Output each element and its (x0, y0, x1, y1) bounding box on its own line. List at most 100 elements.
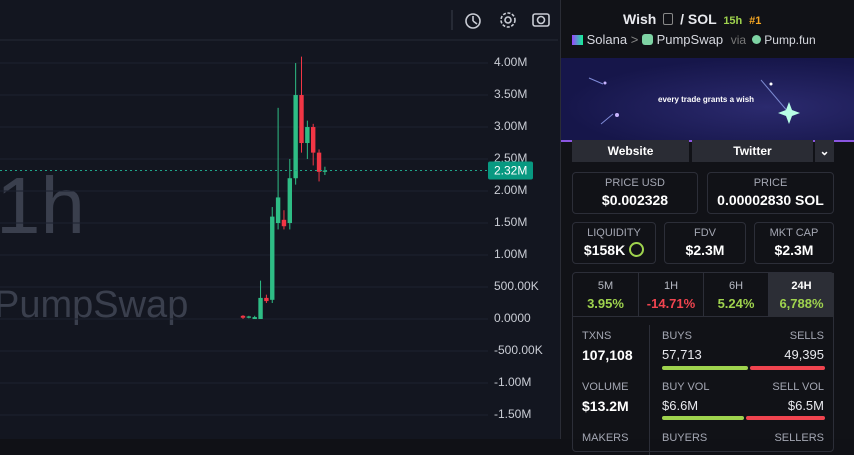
buys-bar (662, 366, 748, 370)
sells-value: 49,395 (784, 347, 824, 362)
watermark-interval: 1h (0, 161, 85, 250)
copy-icon[interactable] (663, 13, 674, 25)
makers-label: MAKERS (582, 432, 629, 444)
trending-rank: #1 (749, 15, 762, 27)
mcap-value: $2.3M (774, 242, 814, 258)
more-links-button[interactable]: ⌄ (815, 140, 834, 162)
y-tick-label: 4.00M (494, 55, 527, 69)
candle-body (270, 216, 275, 300)
txns-label: TXNS (582, 330, 612, 342)
price-native-label: PRICE (753, 177, 788, 189)
candle-body (287, 178, 292, 224)
candle-body (264, 297, 269, 302)
launchpad-name[interactable]: Pump.fun (764, 33, 816, 47)
price-chart: 1h PumpSwap 4.00M3.50M3.00M2.50M2.00M1.5… (0, 10, 558, 422)
price-usd-label: PRICE USD (605, 177, 665, 189)
liquidity-value: $158K (573, 242, 655, 258)
txns-value: 107,108 (582, 347, 633, 363)
candle-body (299, 95, 304, 144)
price-usd-value: $0.002328 (601, 192, 669, 208)
banner: every trade grants a wish (561, 58, 854, 142)
mcap-card: MKT CAP $2.3M (754, 222, 834, 264)
y-tick-label: -1.00M (494, 375, 531, 389)
tab-label: 1H (663, 280, 679, 292)
candle-body (252, 317, 257, 320)
pair-title: Wish / SOL 15h #1 (623, 11, 761, 27)
tab-5m[interactable]: 5M 3.95% (573, 273, 639, 317)
candle-body (240, 315, 246, 318)
quote-symbol: SOL (687, 11, 717, 27)
y-tick-label: 500.00K (494, 279, 539, 293)
twitter-button[interactable]: Twitter (692, 140, 813, 162)
tab-change: 5.24% (717, 296, 755, 311)
tab-6h[interactable]: 6H 5.24% (704, 273, 769, 317)
tab-1h[interactable]: 1H -14.71% (639, 273, 704, 317)
tab-change: 6,788% (779, 296, 824, 311)
stats-divider (649, 325, 650, 455)
tab-label: 5M (597, 280, 614, 292)
fdv-label: FDV (694, 227, 716, 239)
liquidity-label: LIQUIDITY (587, 227, 641, 239)
screenshot-icon[interactable] (532, 13, 550, 27)
volume-label: VOLUME (582, 381, 629, 393)
buys-value: 57,713 (662, 347, 702, 362)
settings-icon[interactable] (500, 12, 516, 28)
last-price-tag (488, 161, 533, 180)
liquidity-card: LIQUIDITY $158K (572, 222, 656, 264)
sell-vol-label: SELL VOL (772, 381, 824, 393)
y-tick-label: 0.0000 (494, 311, 531, 325)
buy-vol-bar (662, 416, 744, 420)
chain-icon (572, 35, 583, 45)
watermark-dex: PumpSwap (0, 284, 188, 326)
replay-icon[interactable] (465, 13, 481, 29)
liquidity-amount: $158K (583, 242, 626, 258)
tab-change: 3.95% (587, 296, 624, 311)
last-price-label: 2.32M (494, 164, 527, 178)
buy-vol-label: BUY VOL (662, 381, 710, 393)
launchpad-icon (751, 35, 761, 44)
candle-body (275, 197, 281, 224)
tab-change: -14.71% (646, 296, 696, 311)
pair-panel: Wish / SOL 15h #1 Solana > PumpSwap via … (560, 0, 854, 455)
candle-body (246, 316, 252, 318)
price-native-card: PRICE 0.00002830 SOL (707, 172, 834, 214)
candle-body (281, 219, 287, 227)
fdv-value: $2.3M (685, 242, 725, 258)
banner-art (588, 77, 800, 125)
buyers-label: BUYERS (662, 432, 708, 444)
tab-24h[interactable]: 24H 6,788% (769, 273, 834, 317)
volume-value: $13.2M (582, 398, 629, 414)
chain-name[interactable]: Solana (586, 32, 628, 47)
sells-label: SELLS (789, 330, 824, 342)
y-tick-label: 3.50M (494, 87, 527, 101)
candle-body (311, 127, 316, 153)
dex-icon (641, 34, 653, 45)
sell-vol-value: $6.5M (787, 398, 824, 413)
pair-separator: / (680, 11, 684, 27)
buy-vol-value: $6.6M (662, 398, 699, 413)
price-usd-card: PRICE USD $0.002328 (572, 172, 698, 214)
y-tick-label: 3.00M (494, 119, 527, 133)
tab-label: 24H (791, 280, 812, 292)
y-tick-label: 1.00M (494, 247, 527, 261)
website-label: Website (607, 144, 654, 158)
sell-vol-bar (746, 416, 825, 420)
mcap-label: MKT CAP (769, 227, 819, 239)
y-tick-label: -500.00K (494, 343, 543, 357)
fdv-card: FDV $2.3M (664, 222, 746, 264)
y-tick-label: 1.50M (494, 215, 527, 229)
candle-body (305, 127, 310, 144)
route-row: Solana > PumpSwap via Pump.fun (572, 32, 816, 47)
price-native-value: 0.00002830 SOL (717, 192, 824, 208)
via-text: via (730, 33, 747, 47)
candle-body (322, 170, 328, 172)
buys-label: BUYS (662, 330, 692, 342)
stats-box: 5M 3.95% 1H -14.71% 6H 5.24% 24H 6,788% TXNS… (572, 272, 834, 455)
dex-name[interactable]: PumpSwap (656, 32, 724, 47)
candle-body (316, 152, 322, 172)
candle-body (258, 297, 263, 320)
sells-bar (750, 366, 825, 370)
tab-label: 6H (728, 280, 744, 292)
website-button[interactable]: Website (572, 140, 689, 162)
